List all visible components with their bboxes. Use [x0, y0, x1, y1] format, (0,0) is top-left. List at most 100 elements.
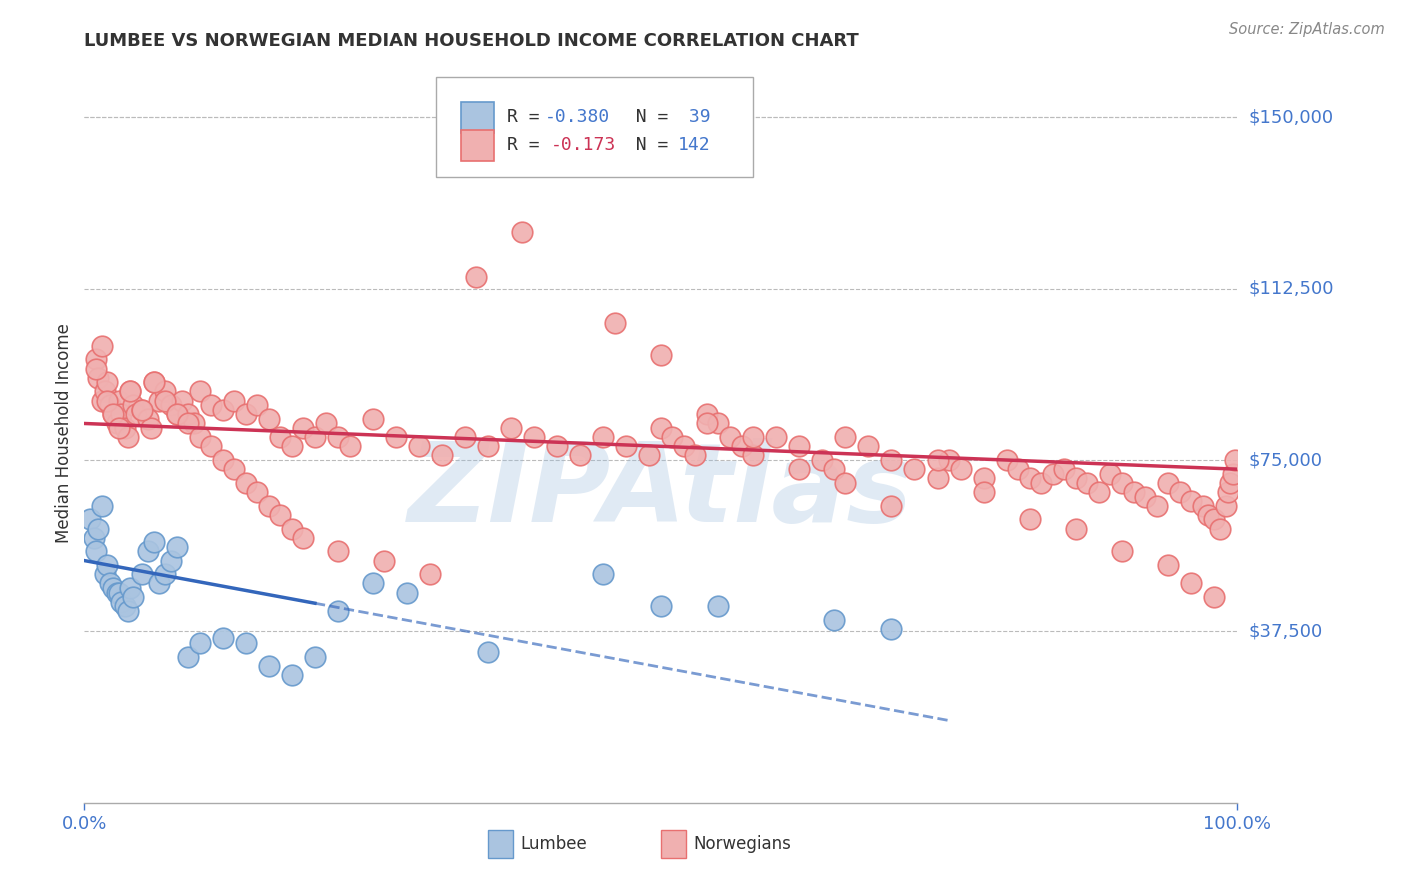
- Point: [326, 604, 349, 618]
- Point: [211, 453, 233, 467]
- Point: [142, 376, 165, 390]
- Point: [131, 567, 153, 582]
- Point: [160, 398, 183, 412]
- Text: R =: R =: [508, 136, 562, 154]
- Point: [177, 408, 200, 422]
- Point: [110, 595, 132, 609]
- Point: [823, 462, 845, 476]
- Text: Norwegians: Norwegians: [693, 835, 792, 854]
- Point: [361, 412, 384, 426]
- Point: [153, 384, 176, 399]
- Point: [120, 581, 142, 595]
- Point: [927, 471, 949, 485]
- Point: [153, 393, 176, 408]
- Point: [339, 439, 361, 453]
- Point: [1191, 499, 1213, 513]
- Point: [117, 430, 139, 444]
- Point: [98, 576, 121, 591]
- Point: [281, 668, 304, 682]
- Point: [650, 421, 672, 435]
- Point: [87, 522, 110, 536]
- Text: LUMBEE VS NORWEGIAN MEDIAN HOUSEHOLD INCOME CORRELATION CHART: LUMBEE VS NORWEGIAN MEDIAN HOUSEHOLD INC…: [84, 32, 859, 50]
- Point: [1198, 508, 1220, 522]
- Point: [166, 408, 188, 422]
- Point: [105, 417, 128, 431]
- Point: [1219, 475, 1241, 490]
- Point: [160, 553, 183, 567]
- Point: [1204, 512, 1226, 526]
- Point: [938, 453, 960, 467]
- Point: [1216, 485, 1239, 500]
- Point: [465, 270, 488, 285]
- Point: [117, 604, 139, 618]
- Point: [949, 462, 972, 476]
- Point: [110, 408, 132, 422]
- Point: [834, 430, 856, 444]
- Point: [419, 567, 441, 582]
- Point: [304, 430, 326, 444]
- Point: [103, 581, 124, 595]
- Point: [1180, 576, 1202, 591]
- Point: [1018, 512, 1040, 526]
- Point: [1111, 475, 1133, 490]
- Point: [257, 499, 280, 513]
- Point: [90, 499, 112, 513]
- Text: 39: 39: [678, 108, 711, 127]
- Point: [84, 361, 107, 376]
- Point: [235, 408, 257, 422]
- Point: [430, 449, 453, 463]
- Point: [172, 393, 194, 408]
- Point: [108, 393, 131, 408]
- Point: [105, 585, 128, 599]
- Point: [121, 590, 143, 604]
- Point: [373, 553, 395, 567]
- Point: [235, 636, 257, 650]
- Point: [188, 430, 211, 444]
- Point: [361, 576, 384, 591]
- Point: [973, 471, 995, 485]
- Point: [1111, 544, 1133, 558]
- Point: [661, 430, 683, 444]
- Point: [136, 412, 159, 426]
- Point: [166, 540, 188, 554]
- FancyBboxPatch shape: [488, 830, 513, 858]
- FancyBboxPatch shape: [661, 830, 686, 858]
- Point: [1133, 490, 1156, 504]
- Point: [183, 417, 205, 431]
- Point: [96, 393, 118, 408]
- Point: [269, 430, 291, 444]
- FancyBboxPatch shape: [461, 102, 494, 133]
- Point: [650, 599, 672, 614]
- Point: [1146, 499, 1168, 513]
- Point: [454, 430, 477, 444]
- Point: [108, 585, 131, 599]
- Point: [1053, 462, 1076, 476]
- Point: [136, 544, 159, 558]
- Point: [903, 462, 925, 476]
- Point: [1076, 475, 1098, 490]
- Point: [499, 421, 522, 435]
- Point: [1031, 475, 1053, 490]
- Point: [603, 316, 626, 330]
- Point: [87, 371, 110, 385]
- Point: [224, 393, 246, 408]
- Point: [257, 412, 280, 426]
- Point: [281, 522, 304, 536]
- Point: [211, 632, 233, 646]
- Point: [1180, 494, 1202, 508]
- Point: [103, 408, 124, 422]
- Text: $150,000: $150,000: [1249, 108, 1333, 127]
- Point: [834, 475, 856, 490]
- Point: [148, 576, 170, 591]
- Point: [121, 398, 143, 412]
- Text: $75,000: $75,000: [1249, 451, 1323, 469]
- Point: [696, 408, 718, 422]
- Point: [858, 439, 880, 453]
- Point: [973, 485, 995, 500]
- Point: [326, 430, 349, 444]
- Point: [742, 430, 765, 444]
- Point: [1223, 453, 1246, 467]
- Point: [90, 339, 112, 353]
- Point: [114, 599, 136, 614]
- Point: [1204, 590, 1226, 604]
